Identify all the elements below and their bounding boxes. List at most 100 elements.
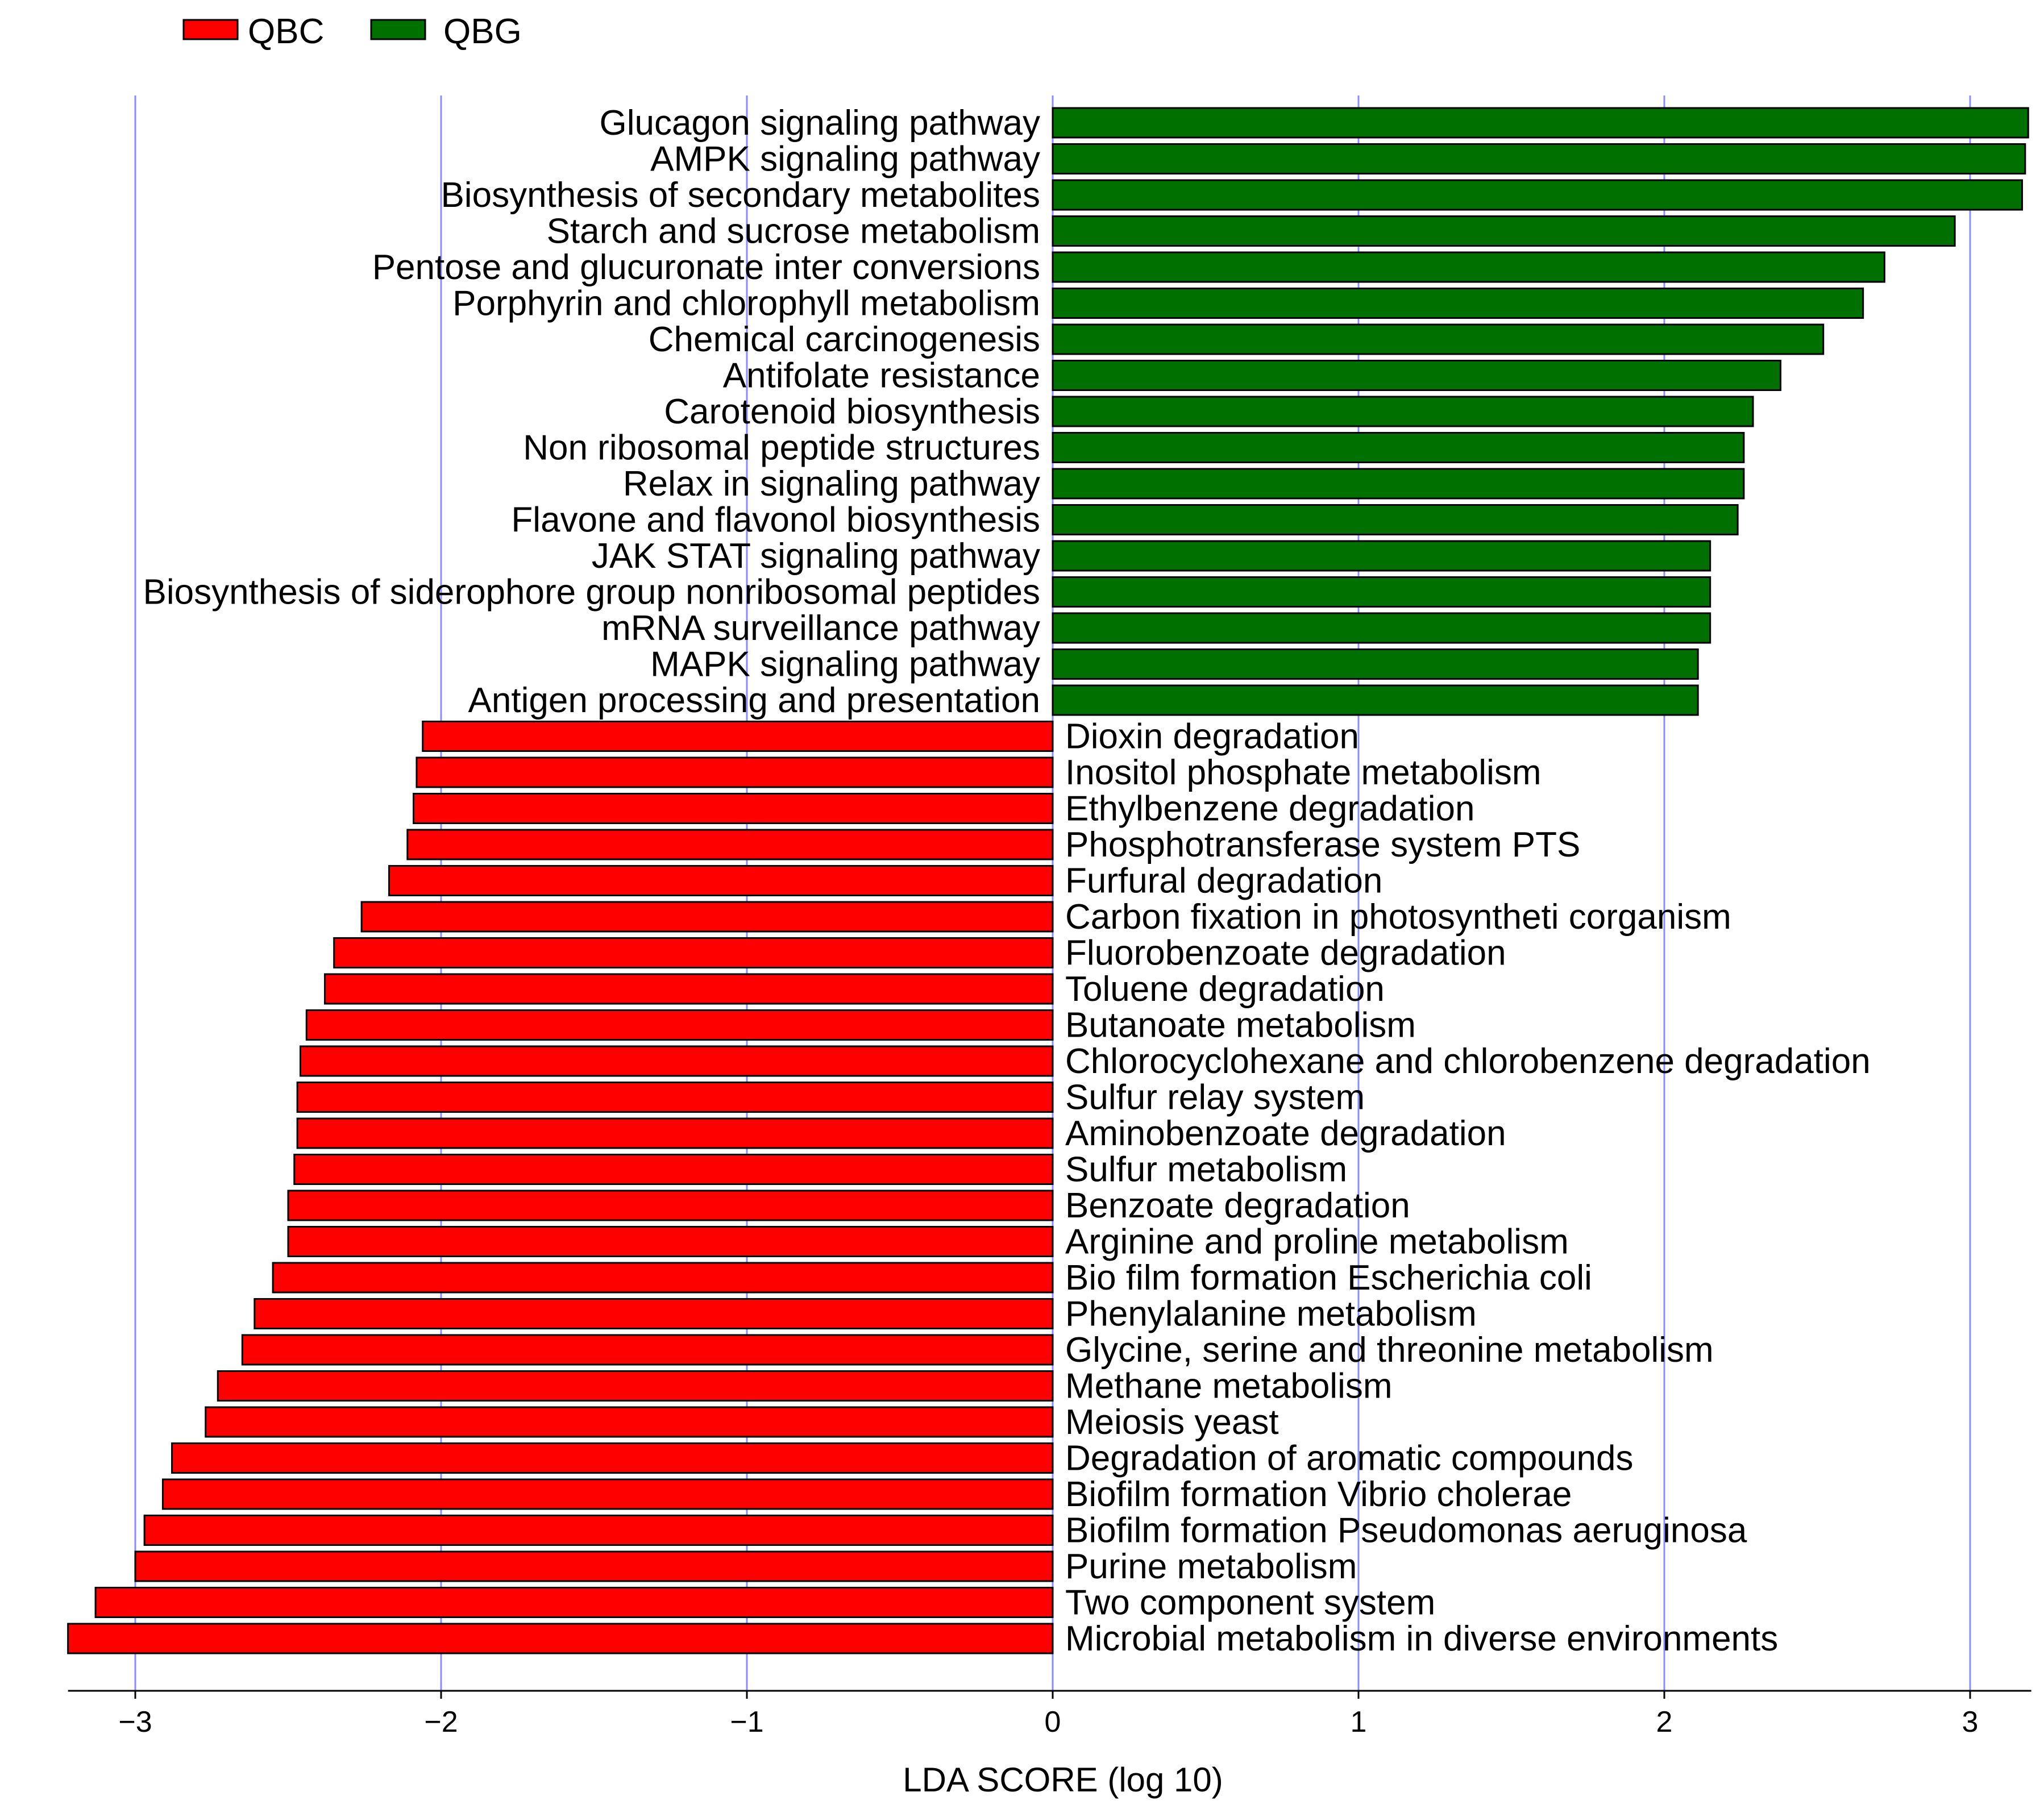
x-tick-label: −3 bbox=[118, 1706, 152, 1739]
qbc-bar bbox=[416, 756, 1054, 788]
qbg-bar bbox=[1052, 179, 2023, 211]
category-label: Dioxin degradation bbox=[1065, 717, 1359, 756]
x-axis: −3 −2 −1 0 1 2 3 bbox=[68, 1690, 2031, 1739]
x-tick-label: 2 bbox=[1656, 1706, 1673, 1739]
x-tick-label: 3 bbox=[1962, 1706, 1979, 1739]
qbc-bar bbox=[406, 829, 1054, 860]
qbg-bar bbox=[1052, 360, 1781, 391]
category-label: Phenylalanine metabolism bbox=[1065, 1295, 1477, 1334]
category-label: Sulfur metabolism bbox=[1065, 1150, 1347, 1190]
category-label: Furfural degradation bbox=[1065, 862, 1382, 901]
qbc-bar bbox=[287, 1226, 1054, 1257]
category-label: AMPK signaling pathway bbox=[650, 140, 1040, 179]
qbc-bar bbox=[161, 1478, 1054, 1510]
category-label: Inositol phosphate metabolism bbox=[1065, 753, 1541, 792]
qbg-bar bbox=[1052, 107, 2029, 139]
qbc-bar bbox=[296, 1082, 1054, 1113]
category-label: Biofilm formation Pseudomonas aeruginosa bbox=[1065, 1511, 1747, 1550]
category-label: Flavone and flavonol biosynthesis bbox=[511, 501, 1040, 540]
qbc-bar bbox=[217, 1370, 1054, 1402]
legend-label-qbg: QBG bbox=[443, 12, 522, 51]
qbc-bar bbox=[296, 1117, 1054, 1149]
category-label: Glucagon signaling pathway bbox=[599, 103, 1040, 143]
category-label: Benzoate degradation bbox=[1065, 1186, 1410, 1225]
qbg-bar bbox=[1052, 540, 1711, 572]
category-label: Chlorocyclohexane and chlorobenzene degr… bbox=[1065, 1042, 1871, 1081]
qbc-bar bbox=[300, 1045, 1054, 1077]
category-label: Biosynthesis of secondary metabolites bbox=[441, 176, 1040, 215]
category-label: Porphyrin and chlorophyll metabolism bbox=[452, 284, 1040, 323]
category-label: Chemical carcinogenesis bbox=[649, 320, 1040, 359]
category-label: Purine metabolism bbox=[1065, 1547, 1357, 1586]
legend-swatch-qbc bbox=[182, 19, 239, 40]
qbc-bar bbox=[360, 901, 1054, 933]
qbc-bar bbox=[94, 1587, 1054, 1618]
category-label: Phosphotransferase system PTS bbox=[1065, 825, 1580, 864]
category-label: Relax in signaling pathway bbox=[623, 464, 1040, 504]
legend-label-qbc: QBC bbox=[248, 12, 324, 51]
qbc-bar bbox=[134, 1550, 1054, 1582]
qbg-bar bbox=[1052, 396, 1754, 427]
qbg-bar bbox=[1052, 468, 1745, 500]
qbg-bar bbox=[1052, 504, 1739, 535]
category-label: Antifolate resistance bbox=[723, 356, 1040, 396]
legend-swatch-qbg bbox=[370, 19, 426, 40]
qbc-bar bbox=[254, 1298, 1054, 1329]
qbc-bar bbox=[272, 1262, 1054, 1294]
x-tick-label: 0 bbox=[1045, 1706, 1061, 1739]
qbc-bar bbox=[333, 937, 1054, 968]
category-label: Meiosis yeast bbox=[1065, 1403, 1279, 1442]
legend: QBC QBG bbox=[182, 12, 522, 51]
qbc-bar bbox=[143, 1515, 1054, 1546]
qbg-bar bbox=[1052, 215, 1956, 247]
qbg-bar bbox=[1052, 251, 1885, 283]
category-label: Fluorobenzoate degradation bbox=[1065, 934, 1506, 973]
category-label: JAK STAT signaling pathway bbox=[592, 537, 1040, 576]
category-label: Starch and sucrose metabolism bbox=[547, 212, 1040, 251]
category-label: Aminobenzoate degradation bbox=[1065, 1114, 1506, 1153]
qbc-bar bbox=[422, 721, 1054, 752]
category-label: Glycine, serine and threonine metabolism bbox=[1065, 1330, 1714, 1370]
category-label: MAPK signaling pathway bbox=[650, 645, 1040, 684]
category-label: Microbial metabolism in diverse environm… bbox=[1065, 1619, 1778, 1658]
qbc-bar bbox=[171, 1442, 1054, 1474]
category-label: Bio film formation Escherichia coli bbox=[1065, 1258, 1592, 1298]
qbg-bar bbox=[1052, 648, 1699, 680]
x-axis-title: LDA SCORE (log 10) bbox=[903, 1761, 1223, 1799]
category-label: Biosynthesis of siderophore group nonrib… bbox=[143, 573, 1040, 612]
category-label: Non ribosomal peptide structures bbox=[523, 429, 1040, 468]
qbg-bar bbox=[1052, 576, 1711, 608]
qbg-bar bbox=[1052, 432, 1745, 463]
bars bbox=[67, 107, 2029, 1654]
x-tick-label: −2 bbox=[424, 1706, 458, 1739]
category-label: Degradation of aromatic compounds bbox=[1065, 1439, 1633, 1478]
category-label: Toluene degradation bbox=[1065, 970, 1385, 1009]
category-label: Ethylbenzene degradation bbox=[1065, 789, 1474, 829]
category-label: Carotenoid biosynthesis bbox=[664, 392, 1040, 431]
category-label: Antigen processing and presentation bbox=[468, 681, 1040, 720]
category-label: Methane metabolism bbox=[1065, 1367, 1393, 1406]
qbc-bar bbox=[67, 1623, 1054, 1654]
qbc-bar bbox=[241, 1334, 1054, 1366]
x-tick-label: 1 bbox=[1351, 1706, 1367, 1739]
qbg-bar bbox=[1052, 288, 1864, 319]
qbc-bar bbox=[305, 1009, 1054, 1041]
qbc-bar bbox=[293, 1154, 1054, 1185]
qbg-bar bbox=[1052, 684, 1699, 716]
qbc-bar bbox=[388, 865, 1054, 896]
category-label: Two component system bbox=[1065, 1583, 1435, 1623]
qbg-bar bbox=[1052, 612, 1711, 644]
x-tick-label: −1 bbox=[730, 1706, 763, 1739]
qbc-bar bbox=[324, 973, 1054, 1005]
qbg-bar bbox=[1052, 323, 1825, 355]
category-label: Butanoate metabolism bbox=[1065, 1006, 1416, 1045]
qbg-bar bbox=[1052, 143, 2026, 174]
category-label: Sulfur relay system bbox=[1065, 1078, 1365, 1117]
category-label: Arginine and proline metabolism bbox=[1065, 1222, 1569, 1262]
category-label: mRNA surveillance pathway bbox=[601, 609, 1040, 648]
category-label: Biofilm formation Vibrio cholerae bbox=[1065, 1475, 1572, 1514]
category-label: Pentose and glucuronate inter conversion… bbox=[372, 248, 1040, 287]
qbc-bar bbox=[287, 1190, 1054, 1221]
